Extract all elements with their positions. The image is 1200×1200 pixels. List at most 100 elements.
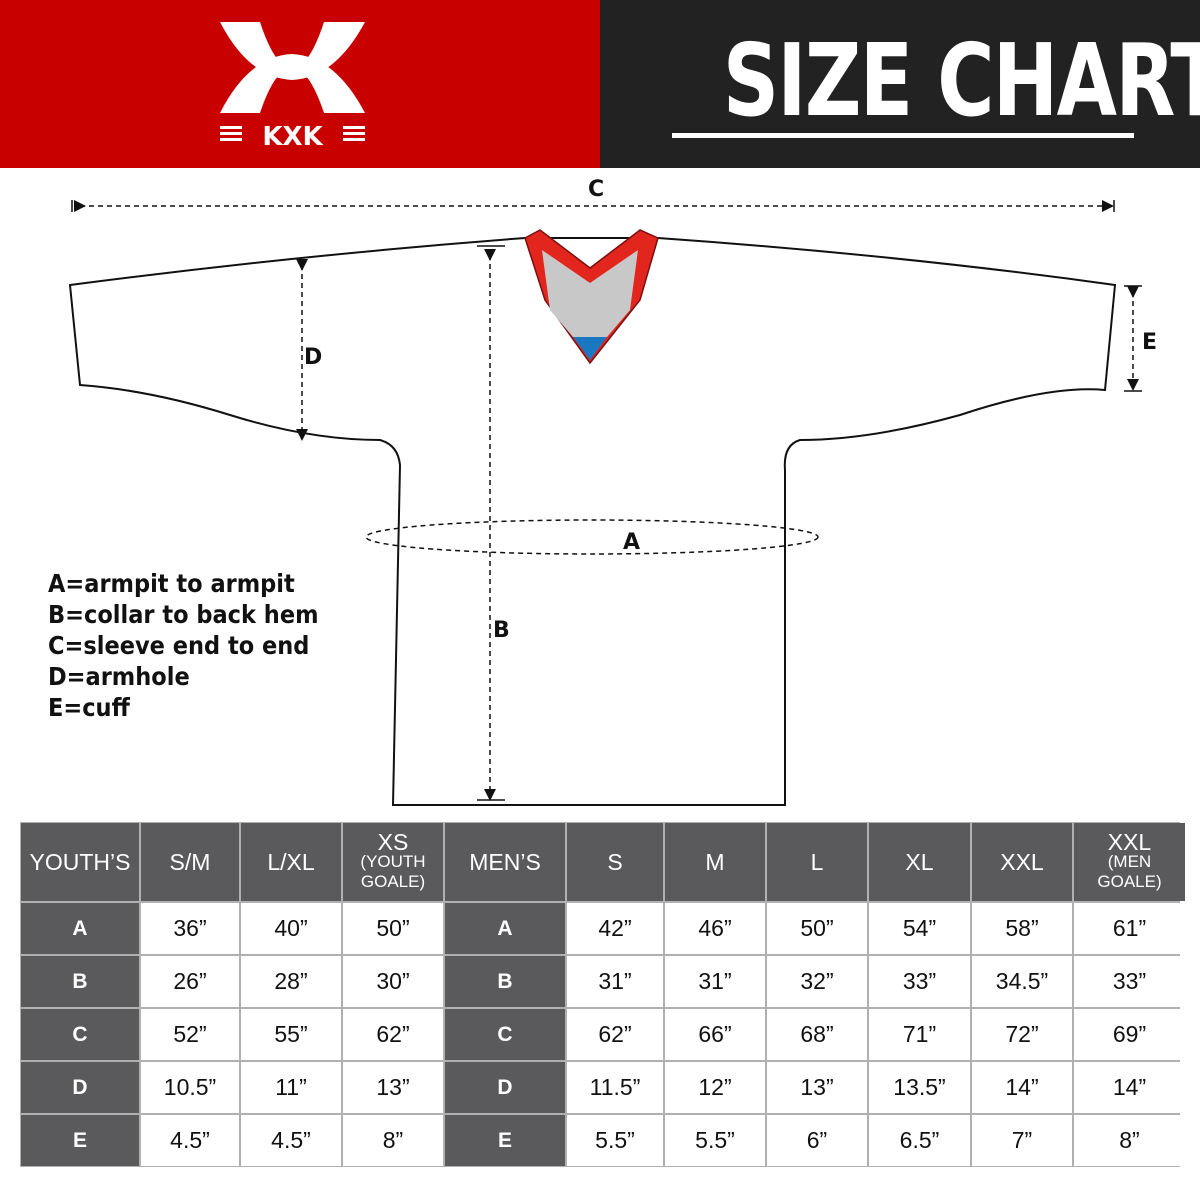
cell-text: 5.5” — [595, 1127, 635, 1153]
table-cell: 11.5” — [567, 1062, 663, 1113]
table-cell: 42” — [567, 903, 663, 954]
cell-text: 46” — [698, 915, 732, 941]
cell-text: 11.5” — [589, 1074, 641, 1100]
cell-text: 13.5” — [893, 1074, 946, 1100]
cell-text: 8” — [382, 1127, 404, 1153]
cell-text: 8” — [1119, 1127, 1140, 1153]
table-cell: 7” — [972, 1115, 1072, 1166]
cell-text: 50” — [376, 915, 410, 941]
size-header: XXL (MEN GOALE) — [1074, 823, 1185, 901]
table-cell: 6.5” — [869, 1115, 970, 1166]
table-cell: 62” — [567, 1009, 663, 1060]
cell-subtext: (YOUTH GOALE) — [360, 852, 426, 891]
table-cell: 13” — [767, 1062, 867, 1113]
table-cell: 30” — [343, 956, 443, 1007]
header-title-panel — [600, 0, 1200, 168]
cell-subtext: (MEN GOALE) — [1097, 852, 1162, 891]
legend-item: E=cuff — [48, 693, 130, 722]
size-header: S/M — [141, 823, 239, 901]
jersey-diagram — [68, 200, 1142, 806]
table-cell: 36” — [141, 903, 239, 954]
cell-text: XL — [905, 849, 934, 875]
row-label: B — [445, 956, 565, 1007]
table-cell: 8” — [343, 1115, 443, 1166]
cell-text: 7” — [1011, 1127, 1033, 1153]
cell-text: B — [497, 969, 513, 993]
table-cell: 32” — [767, 956, 867, 1007]
table-cell: 10.5” — [141, 1062, 239, 1113]
cell-text: L/XL — [267, 849, 315, 875]
cell-text: 71” — [902, 1021, 937, 1047]
table-cell: 66” — [665, 1009, 765, 1060]
table-cell: 68” — [767, 1009, 867, 1060]
cell-text: D — [497, 1075, 513, 1099]
label-d: D — [304, 345, 323, 370]
cell-text: 30” — [376, 968, 410, 994]
row-label: E — [445, 1115, 565, 1166]
page-title: SIZE CHART — [722, 22, 1200, 139]
table-cell: 33” — [869, 956, 970, 1007]
brand-text: KXK — [262, 122, 323, 152]
cell-text: 55” — [274, 1021, 308, 1047]
table-cell: 61” — [1074, 903, 1185, 954]
collar-inner — [542, 250, 638, 337]
table-cell: 26” — [141, 956, 239, 1007]
size-header: XXL — [972, 823, 1072, 901]
table-cell: 52” — [141, 1009, 239, 1060]
cell-text: 14” — [1005, 1074, 1039, 1100]
cell-text: XS — [377, 829, 409, 855]
cell-text: XXL — [1000, 849, 1044, 875]
cell-text: 13” — [376, 1074, 410, 1100]
cell-text: E — [497, 1128, 512, 1152]
title-underline — [672, 133, 1134, 138]
table-cell: 4.5” — [141, 1115, 239, 1166]
cell-text: 42” — [598, 915, 632, 941]
cell-text: E — [72, 1128, 87, 1152]
cell-text: D — [72, 1075, 88, 1099]
cell-text: 6” — [806, 1127, 828, 1153]
jersey-outline — [68, 237, 1117, 806]
size-header: L/XL — [241, 823, 341, 901]
table-cell: 12” — [665, 1062, 765, 1113]
cell-text: 50” — [800, 915, 834, 941]
table-cell: 71” — [869, 1009, 970, 1060]
label-b: B — [493, 618, 510, 643]
youth-header: YOUTH’S — [21, 823, 139, 901]
size-header: M — [665, 823, 765, 901]
cell-text: A — [497, 916, 513, 940]
size-header: S — [567, 823, 663, 901]
cell-text: 33” — [902, 968, 937, 994]
size-header: XL — [869, 823, 970, 901]
table-cell: 8” — [1074, 1115, 1185, 1166]
table-cell: 54” — [869, 903, 970, 954]
row-label: C — [445, 1009, 565, 1060]
cell-text: 72” — [1005, 1021, 1039, 1047]
cell-text: XXL — [1107, 829, 1152, 855]
cell-text: 6.5” — [899, 1127, 940, 1153]
size-header: L — [767, 823, 867, 901]
cell-text: 58” — [1005, 915, 1039, 941]
row-label: A — [21, 903, 139, 954]
table-cell: 4.5” — [241, 1115, 341, 1166]
table-cell: 13” — [343, 1062, 443, 1113]
cell-text: 68” — [800, 1021, 834, 1047]
table-cell: 50” — [343, 903, 443, 954]
label-e: E — [1142, 330, 1158, 355]
table-cell: 55” — [241, 1009, 341, 1060]
cell-text: 31” — [698, 968, 732, 994]
row-label: D — [21, 1062, 139, 1113]
cell-text: 28” — [274, 968, 308, 994]
cell-text: YOUTH’S — [29, 849, 131, 875]
table-cell: 13.5” — [869, 1062, 970, 1113]
table-cell: 6” — [767, 1115, 867, 1166]
cell-text: 32” — [800, 968, 834, 994]
cell-text: C — [72, 1022, 88, 1046]
header-brand-panel: KXK — [0, 0, 600, 168]
cell-text: 54” — [902, 915, 937, 941]
cell-text: 13” — [800, 1074, 834, 1100]
table-cell: 46” — [665, 903, 765, 954]
cell-text: 10.5” — [163, 1074, 217, 1100]
row-label: E — [21, 1115, 139, 1166]
cell-text: M — [705, 849, 725, 875]
table-cell: 50” — [767, 903, 867, 954]
